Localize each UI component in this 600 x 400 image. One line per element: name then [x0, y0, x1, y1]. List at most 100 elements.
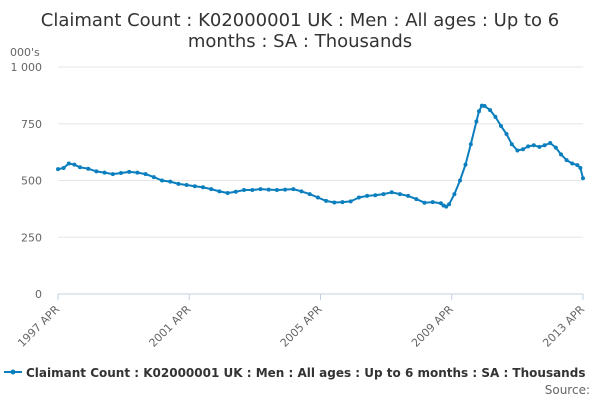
data-point	[414, 197, 419, 202]
data-point	[119, 171, 123, 175]
data-point	[373, 193, 378, 198]
data-point	[168, 179, 173, 184]
y-axis-ticks: 0 250 500 750 1 000	[11, 61, 43, 301]
data-point	[184, 183, 189, 187]
data-point	[509, 142, 514, 147]
data-point	[94, 169, 99, 174]
data-point	[233, 189, 238, 194]
data-point	[86, 166, 91, 171]
data-point	[209, 187, 214, 192]
data-point	[283, 187, 288, 192]
data-point	[192, 184, 197, 189]
data-point	[553, 145, 558, 150]
data-point	[493, 114, 498, 119]
series-line	[57, 104, 584, 208]
data-point	[274, 188, 279, 192]
data-point	[458, 178, 462, 183]
data-point	[356, 195, 361, 200]
legend-label: Claimant Count : K02000001 UK : Men : Al…	[26, 366, 585, 380]
data-point	[463, 162, 468, 167]
data-point	[56, 167, 60, 172]
data-point	[468, 142, 473, 147]
x-tick-label: 1997 APR	[15, 303, 62, 350]
x-tick-label: 2009 APR	[409, 303, 456, 350]
data-point	[307, 192, 312, 197]
data-point	[531, 143, 536, 148]
gridlines	[58, 66, 583, 238]
data-point	[438, 201, 443, 206]
data-point	[444, 204, 449, 209]
data-point	[452, 192, 457, 197]
data-point	[315, 195, 320, 200]
data-point	[477, 109, 481, 114]
data-point	[332, 200, 337, 205]
data-point	[127, 169, 132, 174]
data-point	[548, 141, 553, 145]
series-layer	[56, 103, 585, 209]
data-point	[515, 148, 520, 153]
y-tick-label: 750	[21, 118, 42, 131]
data-point	[559, 152, 563, 157]
data-point	[430, 200, 435, 205]
legend-dot-marker	[10, 369, 16, 375]
data-point	[397, 192, 402, 197]
data-point	[348, 199, 353, 204]
chart-title-line-2: months : SA : Thousands	[188, 31, 412, 52]
data-point	[406, 193, 411, 198]
y-tick-label: 500	[21, 175, 42, 188]
data-point	[340, 200, 345, 205]
data-point	[474, 119, 479, 124]
x-tick-label: 2013 APR	[540, 303, 587, 350]
data-point	[578, 166, 583, 170]
data-point	[258, 187, 263, 192]
data-point	[542, 143, 547, 148]
x-tick-label: 2001 APR	[146, 303, 193, 350]
data-point	[381, 192, 386, 197]
data-point	[389, 190, 394, 195]
data-point	[537, 144, 542, 149]
data-point	[488, 108, 493, 113]
data-point	[564, 158, 569, 163]
data-point	[225, 191, 230, 195]
data-point	[365, 193, 370, 198]
data-point	[447, 202, 452, 207]
data-point	[482, 104, 487, 108]
data-point	[135, 170, 140, 175]
legend[interactable]: Claimant Count : K02000001 UK : Men : Al…	[4, 366, 585, 380]
data-point	[299, 189, 304, 194]
data-point	[291, 187, 296, 192]
data-point	[78, 165, 82, 170]
data-point	[575, 163, 580, 168]
y-tick-label: 250	[21, 231, 42, 244]
chart-title-line-1: Claimant Count : K02000001 UK : Men : Al…	[41, 10, 559, 31]
data-point	[526, 144, 531, 149]
data-point	[217, 189, 222, 194]
data-point	[66, 161, 71, 166]
data-point	[102, 170, 107, 175]
data-point	[581, 176, 585, 181]
data-point	[61, 166, 66, 170]
data-point	[250, 188, 255, 192]
data-point	[110, 172, 115, 177]
data-point	[72, 162, 77, 167]
data-point	[176, 181, 181, 186]
data-point	[143, 172, 148, 177]
data-point	[242, 188, 246, 192]
y-axis-unit-label: 000's	[10, 46, 40, 59]
data-point	[160, 178, 164, 183]
data-point	[521, 147, 525, 152]
data-point	[201, 185, 205, 190]
source-label: Source:	[545, 383, 590, 397]
data-point	[324, 198, 329, 203]
data-point	[422, 200, 427, 205]
data-point	[570, 161, 575, 166]
y-tick-label: 0	[35, 288, 42, 301]
data-point	[266, 187, 271, 192]
data-point	[499, 124, 503, 128]
x-axis: 1997 APR 2001 APR 2005 APR 2009 APR 2013 APR	[15, 293, 587, 350]
data-point	[504, 132, 509, 136]
x-tick-label: 2005 APR	[278, 303, 325, 350]
data-point	[151, 175, 156, 180]
y-tick-label: 1 000	[11, 61, 43, 74]
